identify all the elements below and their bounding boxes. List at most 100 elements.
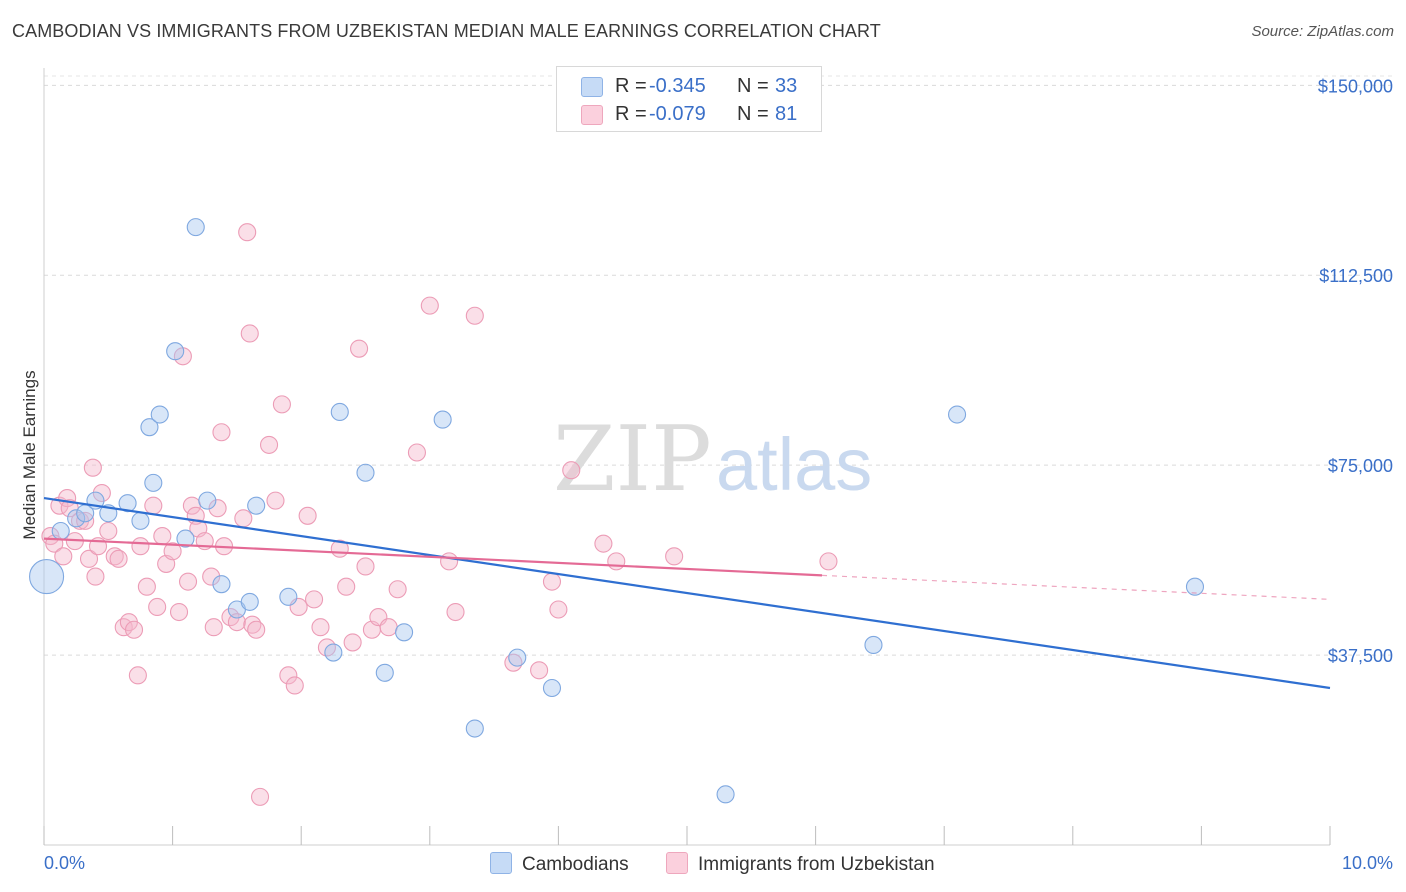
point-cambodians: [356, 463, 375, 482]
point-immigrants-uzbekistan: [163, 542, 182, 561]
point-immigrants-uzbekistan: [238, 223, 257, 242]
point-immigrants-uzbekistan: [446, 602, 465, 622]
point-immigrants-uzbekistan: [137, 577, 156, 596]
point-cambodians: [1185, 577, 1205, 596]
point-immigrants-uzbekistan: [259, 435, 279, 454]
point-immigrants-uzbekistan: [337, 577, 356, 596]
legend-row-uzbekistan: R = -0.079 N = 81: [557, 101, 821, 129]
point-cambodians: [247, 496, 266, 515]
tick-labels: $37,500 $75,000 $112,500 $150,000 0.0% 10.0%: [44, 76, 1393, 873]
legend-r-label: R =: [615, 103, 647, 125]
chart-title: CAMBODIAN VS IMMIGRANTS FROM UZBEKISTAN …: [12, 21, 881, 41]
source-note: Source: ZipAtlas.com: [1251, 23, 1394, 40]
point-immigrants-uzbekistan: [279, 666, 298, 685]
point-immigrants-uzbekistan: [549, 600, 568, 619]
point-cambodians: [948, 405, 967, 424]
bottom-legend-uzbekistan: Immigrants from Uzbekistan: [666, 852, 935, 876]
point-immigrants-uzbekistan: [227, 613, 246, 632]
point-immigrants-uzbekistan: [109, 549, 128, 568]
watermark: ZIP atlas: [553, 407, 872, 512]
point-cambodians: [212, 575, 231, 594]
point-cambodians: [144, 473, 163, 492]
bottom-legend-swatch-blue: [490, 852, 512, 874]
point-cambodians: [864, 635, 883, 655]
point-immigrants-uzbekistan: [204, 618, 223, 637]
point-immigrants-uzbekistan: [247, 620, 266, 639]
point-immigrants-uzbekistan: [83, 458, 102, 477]
axes: [43, 68, 1331, 846]
point-immigrants-uzbekistan: [594, 534, 613, 553]
point-immigrants-uzbekistan: [440, 552, 459, 571]
point-cambodians: [176, 529, 195, 548]
point-cambodians: [29, 559, 65, 595]
y-tick-label: $75,000: [1328, 456, 1393, 476]
point-immigrants-uzbekistan: [272, 395, 291, 414]
watermark-zip: ZIP: [553, 407, 712, 512]
legend-n-value: 33: [775, 75, 798, 97]
point-cambodians: [433, 410, 452, 429]
point-immigrants-uzbekistan: [79, 549, 99, 568]
point-cambodians: [67, 509, 86, 528]
legend-r-value: -0.079: [649, 103, 706, 125]
gridlines: [44, 75, 1395, 656]
bottom-legend-label: Immigrants from Uzbekistan: [698, 854, 935, 875]
point-immigrants-uzbekistan: [54, 547, 73, 566]
point-immigrants-uzbekistan: [311, 618, 330, 637]
point-cambodians: [279, 587, 298, 606]
point-immigrants-uzbekistan: [153, 527, 172, 546]
point-cambodians: [716, 785, 735, 804]
point-immigrants-uzbekistan: [819, 552, 838, 571]
point-immigrants-uzbekistan: [356, 557, 375, 576]
point-cambodians: [131, 511, 150, 530]
point-cambodians: [542, 678, 562, 698]
point-cambodians: [140, 418, 159, 437]
point-immigrants-uzbekistan: [530, 661, 549, 680]
point-cambodians: [51, 521, 70, 541]
point-immigrants-uzbekistan: [562, 461, 581, 480]
point-immigrants-uzbekistan: [234, 509, 253, 528]
legend-swatch-blue: [581, 77, 603, 97]
bottom-legend-label: Cambodians: [522, 854, 629, 875]
point-immigrants-uzbekistan: [388, 580, 407, 599]
point-immigrants-uzbekistan: [131, 537, 150, 556]
point-immigrants-uzbekistan: [202, 567, 221, 586]
point-immigrants-uzbekistan: [240, 324, 259, 343]
point-cambodians: [330, 402, 349, 422]
point-immigrants-uzbekistan: [266, 491, 285, 510]
bottom-legend-cambodians: Cambodians: [490, 852, 629, 876]
point-immigrants-uzbekistan: [542, 572, 562, 591]
watermark-atlas: atlas: [716, 423, 872, 506]
point-immigrants-uzbekistan: [178, 572, 198, 591]
point-immigrants-uzbekistan: [420, 296, 439, 315]
point-immigrants-uzbekistan: [114, 618, 133, 637]
legend-r-label: R =: [615, 75, 647, 97]
x-tick-label-min: 0.0%: [44, 853, 85, 873]
point-cambodians: [508, 648, 527, 667]
point-immigrants-uzbekistan: [144, 496, 163, 515]
trend-lines: [43, 496, 1331, 690]
trend-line-solid: [43, 537, 823, 577]
point-immigrants-uzbekistan: [285, 676, 304, 695]
point-immigrants-uzbekistan: [148, 597, 167, 617]
point-immigrants-uzbekistan: [607, 552, 626, 571]
x-tick-label-max: 10.0%: [1342, 853, 1393, 873]
point-cambodians: [166, 342, 185, 361]
legend-row-cambodians: R = -0.345 N = 33: [557, 73, 821, 101]
bottom-legend-swatch-pink: [666, 852, 688, 874]
legend-n-value: 81: [775, 103, 798, 125]
trend-line-dashed: [822, 574, 1331, 600]
point-immigrants-uzbekistan: [665, 547, 684, 566]
legend-swatch-pink: [581, 105, 603, 125]
point-cambodians: [118, 494, 137, 513]
point-cambodians: [395, 623, 414, 642]
point-immigrants-uzbekistan: [212, 423, 231, 442]
point-immigrants-uzbekistan: [465, 306, 484, 325]
point-cambodians: [186, 218, 205, 237]
trend-line-solid: [43, 496, 1331, 690]
point-immigrants-uzbekistan: [350, 339, 369, 358]
y-tick-label: $112,500: [1319, 266, 1393, 286]
point-immigrants-uzbekistan: [305, 590, 324, 609]
point-immigrants-uzbekistan: [298, 506, 317, 525]
point-immigrants-uzbekistan: [124, 620, 144, 639]
